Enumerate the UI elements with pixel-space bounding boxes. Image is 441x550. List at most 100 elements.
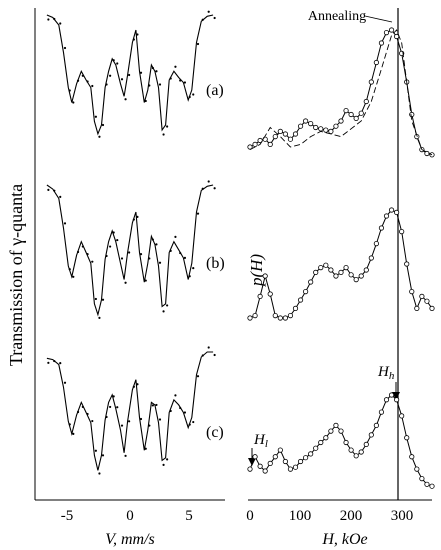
- distribution-marker-0: [277, 128, 283, 134]
- distribution-marker-2: [383, 397, 390, 403]
- spectrum-point-2: [183, 411, 187, 414]
- spectrum-point-1: [86, 253, 89, 256]
- distribution-marker-1: [414, 305, 420, 311]
- distribution-marker-1: [277, 315, 283, 321]
- distribution-marker-1: [287, 312, 294, 319]
- distribution-marker-0: [409, 111, 415, 118]
- distribution-marker-2: [358, 449, 364, 455]
- distribution-marker-2: [308, 451, 314, 457]
- distribution-marker-1: [378, 225, 385, 231]
- distribution-marker-1: [394, 209, 400, 215]
- spectrum-point-1: [162, 310, 165, 313]
- distribution-marker-2: [318, 439, 324, 446]
- spectrum-point-2: [207, 346, 210, 349]
- right-axes: [248, 8, 432, 501]
- spectrum-point-2: [63, 381, 67, 384]
- distribution-marker-0: [333, 123, 339, 129]
- spectrum-fit-1: [46, 184, 214, 317]
- spectrum-point-0: [188, 95, 191, 99]
- spectrum-point-2: [155, 403, 158, 407]
- spectrum-point-0: [158, 83, 162, 86]
- spectrum-point-0: [63, 46, 67, 50]
- spectrum-point-0: [116, 62, 119, 65]
- spectrum-point-1: [105, 254, 108, 258]
- distribution-marker-1: [247, 315, 253, 321]
- spectrum-point-2: [94, 449, 97, 452]
- spectrum-point-1: [151, 238, 154, 241]
- distribution-marker-2: [292, 464, 299, 470]
- distribution-marker-1: [308, 279, 314, 285]
- spectrum-fit-2: [46, 351, 214, 471]
- spectrum-point-0: [105, 83, 108, 86]
- spectrum-point-1: [169, 249, 172, 252]
- distribution-marker-1: [272, 312, 278, 319]
- distribution-marker-0: [328, 128, 334, 134]
- distribution-marker-2: [419, 475, 425, 482]
- distribution-marker-0: [292, 131, 299, 137]
- spectrum-point-0: [213, 16, 216, 20]
- spectrum-point-0: [76, 79, 80, 82]
- spectrum-point-2: [86, 412, 89, 416]
- spectrum-point-1: [196, 212, 200, 215]
- spectrum-point-2: [68, 423, 71, 426]
- distribution-marker-1: [404, 261, 410, 267]
- distribution-marker-1: [358, 273, 364, 279]
- spectrum-point-0: [81, 74, 84, 77]
- spectrum-point-2: [53, 359, 56, 363]
- spectrum-point-2: [188, 423, 191, 426]
- panel-label-b: (b): [206, 255, 225, 272]
- spectrum-point-1: [116, 238, 119, 242]
- spectrum-point-1: [213, 187, 216, 190]
- spectrum-point-1: [144, 279, 147, 282]
- distribution-marker-1: [399, 229, 405, 235]
- spectrum-point-1: [109, 245, 112, 248]
- distribution-marker-1: [348, 272, 354, 278]
- spectrum-point-0: [144, 99, 147, 103]
- spectrum-point-1: [201, 187, 204, 190]
- right-xtick-100: 100: [289, 508, 312, 524]
- spectrum-point-1: [94, 297, 97, 301]
- spectrum-point-2: [148, 424, 151, 427]
- left-xtick-5: 5: [185, 508, 193, 524]
- spectrum-point-2: [120, 424, 124, 427]
- distribution-marker-2: [368, 432, 374, 438]
- spectrum-point-0: [196, 42, 200, 46]
- distribution-marker-2: [343, 439, 349, 446]
- distribution-marker-0: [323, 127, 329, 133]
- spectrum-point-1: [98, 316, 101, 319]
- distribution-marker-2: [257, 463, 263, 469]
- hh-label: Hh: [377, 364, 395, 382]
- distribution-marker-1: [262, 273, 268, 279]
- distribution-marker-0: [378, 40, 385, 46]
- distribution-marker-2: [363, 441, 369, 447]
- distribution-marker-2: [338, 428, 344, 434]
- distribution-marker-0: [272, 134, 278, 140]
- spectrum-point-0: [98, 135, 101, 138]
- right-y-label: p(H): [247, 254, 266, 287]
- spectrum-point-0: [169, 77, 172, 80]
- distribution-marker-2: [429, 483, 435, 489]
- distribution-marker-1: [297, 297, 304, 303]
- spectrum-point-2: [98, 472, 101, 475]
- distribution-marker-2: [404, 435, 410, 441]
- spectrum-point-2: [109, 405, 112, 409]
- annealing-label: Annealing: [308, 9, 366, 24]
- distribution-marker-0: [308, 121, 314, 127]
- spectrum-point-1: [158, 261, 162, 264]
- spectrum-point-0: [86, 80, 89, 83]
- spectrum-point-0: [139, 71, 143, 74]
- distribution-marker-1: [303, 288, 309, 295]
- spectrum-point-2: [112, 395, 115, 398]
- distribution-marker-1: [373, 241, 379, 247]
- spectrum-point-1: [76, 250, 80, 254]
- distribution-marker-0: [388, 27, 395, 33]
- distribution-marker-2: [378, 409, 385, 415]
- distribution-marker-1: [333, 273, 339, 279]
- distribution-marker-2: [287, 466, 294, 472]
- spectrum-point-2: [59, 361, 62, 365]
- distribution-marker-1: [353, 276, 359, 283]
- spectrum-point-0: [68, 89, 71, 92]
- spectrum-point-0: [183, 81, 187, 84]
- spectrum-point-0: [179, 79, 182, 82]
- spectrum-point-2: [81, 405, 84, 409]
